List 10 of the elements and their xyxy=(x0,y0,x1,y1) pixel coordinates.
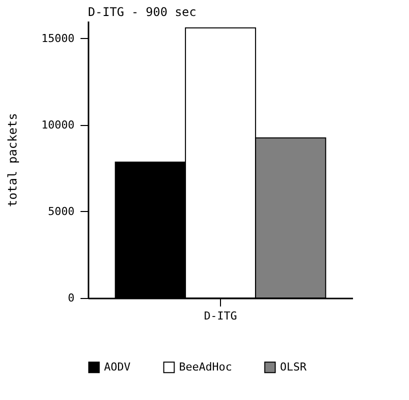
y-axis-title: total packets xyxy=(5,113,20,207)
y-tick-label: 5000 xyxy=(48,204,74,218)
y-tick-label: 15000 xyxy=(41,32,74,45)
y-tick-label: 10000 xyxy=(41,118,74,132)
chart-title: D-ITG - 900 sec xyxy=(88,5,196,19)
legend-label: OLSR xyxy=(280,360,307,374)
legend-label: BeeAdHoc xyxy=(179,360,232,374)
x-tick-label: D-ITG xyxy=(204,310,238,322)
y-tick-label: 0 xyxy=(68,292,74,304)
legend-label: AODV xyxy=(104,360,131,374)
